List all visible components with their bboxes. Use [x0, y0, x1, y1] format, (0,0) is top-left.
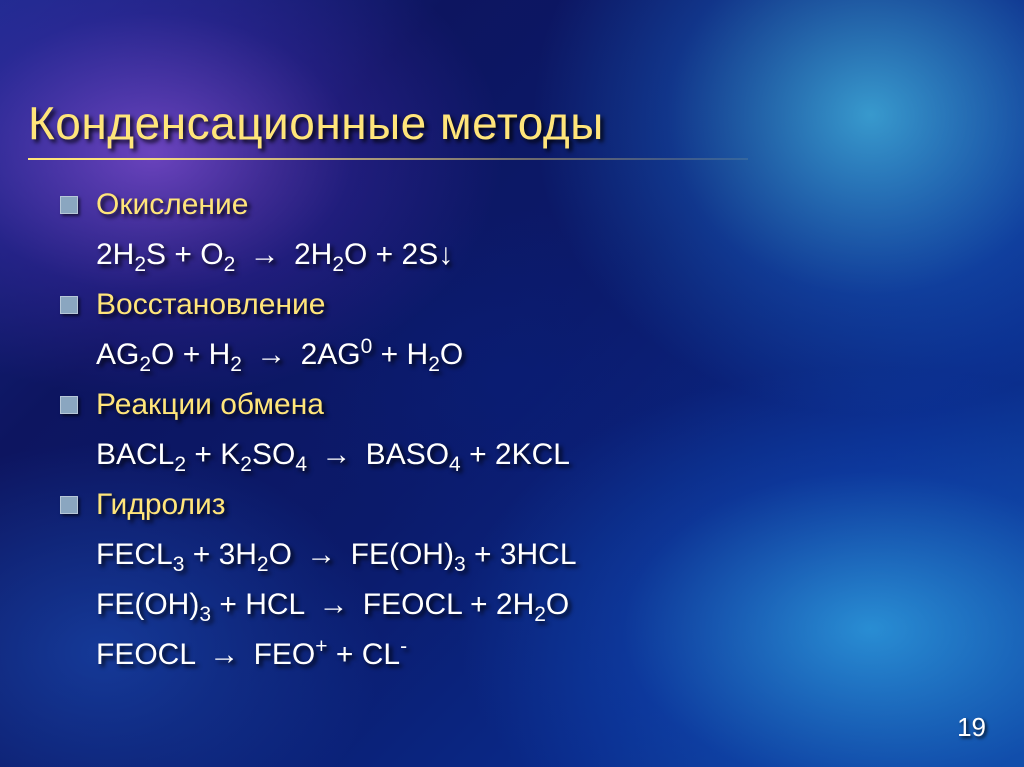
formula-text: FEOCL → FEO+ + CL- — [60, 634, 407, 676]
slide-content: Окисление 2H2S + O2 → 2H2O + 2S↓ Восстанов… — [60, 184, 960, 684]
formula-text: FE(OH)3 + HCL → FEOCL + 2H2O — [60, 584, 569, 626]
heading-text: Восстановление — [96, 284, 325, 326]
heading-text: Окисление — [96, 184, 248, 226]
formula-text: FECL3 + 3H2O → FE(OH)3 + 3HCL — [60, 534, 577, 576]
bullet-square-icon — [60, 196, 78, 214]
heading-text: Реакции обмена — [96, 384, 324, 426]
slide-title: Конденсационные методы — [28, 96, 604, 150]
bullet-square-icon — [60, 296, 78, 314]
slide: Конденсационные методы Окисление 2H2S + O… — [0, 0, 1024, 767]
section-heading: Реакции обмена — [60, 384, 960, 426]
formula-line: FE(OH)3 + HCL → FEOCL + 2H2O — [60, 584, 960, 626]
formula-line: FECL3 + 3H2O → FE(OH)3 + 3HCL — [60, 534, 960, 576]
formula-line: FEOCL → FEO+ + CL- — [60, 634, 960, 676]
title-underline — [28, 158, 748, 160]
bullet-square-icon — [60, 396, 78, 414]
formula-text: BACL2 + K2SO4 → BASO4 + 2KCL — [60, 434, 570, 476]
page-number: 19 — [957, 712, 986, 743]
formula-text: AG2O + H2 → 2AG0 + H2O — [60, 334, 463, 376]
formula-line: BACL2 + K2SO4 → BASO4 + 2KCL — [60, 434, 960, 476]
formula-text: 2H2S + O2 → 2H2O + 2S↓ — [60, 234, 453, 276]
heading-text: Гидролиз — [96, 484, 226, 526]
section-heading: Гидролиз — [60, 484, 960, 526]
section-heading: Восстановление — [60, 284, 960, 326]
section-heading: Окисление — [60, 184, 960, 226]
formula-line: AG2O + H2 → 2AG0 + H2O — [60, 334, 960, 376]
formula-line: 2H2S + O2 → 2H2O + 2S↓ — [60, 234, 960, 276]
bullet-square-icon — [60, 496, 78, 514]
